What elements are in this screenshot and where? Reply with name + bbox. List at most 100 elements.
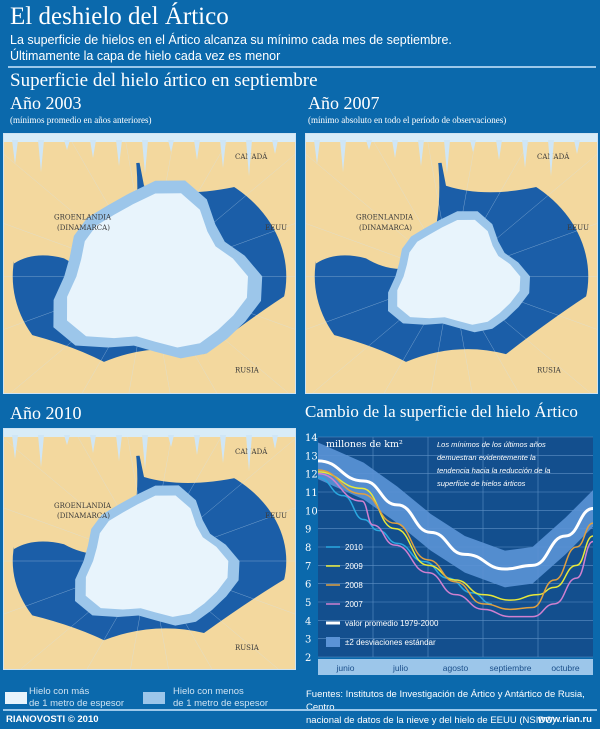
icicle xyxy=(418,140,424,166)
label-greenland-note: (DINAMARCA) xyxy=(57,224,110,232)
thin-ice-label-2: de 1 metro de espesor xyxy=(173,698,269,709)
label-canada: CANADÁ xyxy=(235,152,268,161)
series-line-2008 xyxy=(317,469,594,611)
chart-annotation: tendencia hacia la reducción de la xyxy=(437,466,550,475)
icicle xyxy=(142,435,148,469)
icicle xyxy=(116,435,122,461)
series-line-2007 xyxy=(317,472,594,618)
thick-ice-swatch xyxy=(5,692,27,704)
label-canada: CANADÁ xyxy=(537,152,570,161)
label-usa: EEUU xyxy=(567,224,589,232)
series-line-2010 xyxy=(317,476,492,605)
footer-divider xyxy=(3,709,597,711)
greenland xyxy=(316,144,440,269)
y-tick-label: 13 xyxy=(305,451,318,462)
legend-label: 2010 xyxy=(345,543,363,552)
maps-section-title: Superficie del hielo ártico en septiembr… xyxy=(10,70,318,91)
ice-border xyxy=(4,134,295,142)
site-url: www.rian.ru xyxy=(537,714,592,725)
label-greenland-note: (DINAMARCA) xyxy=(57,512,110,520)
y-tick-label: 12 xyxy=(305,470,318,481)
legend-label: ±2 desviaciones estándar xyxy=(345,638,436,647)
icicle xyxy=(392,140,398,158)
icicle xyxy=(194,435,200,455)
russia xyxy=(306,289,597,393)
label-greenland-note: (DINAMARCA) xyxy=(359,224,412,232)
subtitle-line-2: Últimamente la capa de hielo cada vez es… xyxy=(10,49,281,63)
y-tick-label: 11 xyxy=(305,488,318,499)
y-tick-label: 10 xyxy=(305,506,318,517)
x-tick-label: agosto xyxy=(443,663,469,673)
x-tick-label: octubre xyxy=(551,663,580,673)
label-greenland: GROENLANDIA xyxy=(356,213,414,221)
icicle xyxy=(12,140,18,164)
icicle xyxy=(90,435,96,453)
thin-ice-swatch xyxy=(143,692,165,704)
icicle xyxy=(246,140,252,176)
legend-label: 2008 xyxy=(345,581,363,590)
y-tick-label: 4 xyxy=(305,616,311,627)
icicle xyxy=(168,140,174,152)
label-greenland: GROENLANDIA xyxy=(54,502,112,510)
subtitle-line-1: La superficie de hielos en el Ártico alc… xyxy=(10,33,452,47)
icicle xyxy=(272,435,278,449)
icicle xyxy=(64,140,70,150)
series-line-valor-promedio-1979-2000 xyxy=(317,459,594,571)
icicle xyxy=(90,140,96,158)
russia xyxy=(4,573,295,669)
label-russia: RUSIA xyxy=(537,366,562,374)
y-tick-label: 5 xyxy=(305,598,311,609)
icicle xyxy=(366,140,372,150)
y-tick-label: 14 xyxy=(305,433,318,444)
x-tick-label: julio xyxy=(392,663,408,673)
series-line-2009 xyxy=(317,471,594,601)
icicle xyxy=(246,435,252,471)
icicle xyxy=(142,140,148,174)
icicle xyxy=(574,140,580,154)
map-year-2007: Año 2007 xyxy=(308,93,380,113)
map-2003: GROENLANDIA (DINAMARCA) CANADÁ EEUU RUSIA xyxy=(3,133,296,394)
sources-line-1: Fuentes: Institutos de Investigación de … xyxy=(306,689,585,713)
icicle xyxy=(548,140,554,176)
y-tick-label: 8 xyxy=(305,543,311,554)
icicle xyxy=(220,140,226,168)
icicle xyxy=(272,140,278,154)
label-russia: RUSIA xyxy=(235,366,260,374)
canada xyxy=(134,134,295,238)
icicle xyxy=(314,140,320,164)
map-year-2003: Año 2003 xyxy=(10,93,82,113)
label-russia: RUSIA xyxy=(235,644,260,652)
label-canada: CANADÁ xyxy=(235,447,268,456)
chart-title: Cambio de la superficie del hielo Ártico xyxy=(305,402,578,421)
arctic-map: GROENLANDIA (DINAMARCA) CANADÁ EEUU RUSIA xyxy=(4,134,295,393)
page-title: El deshielo del Ártico xyxy=(10,3,229,30)
icicle xyxy=(496,140,502,160)
icicle xyxy=(194,140,200,160)
chart-annotation: superficie de hielos árticos xyxy=(437,479,526,488)
map-2010: GROENLANDIA (DINAMARCA) CANADÁ EEUU RUSIA xyxy=(3,428,296,670)
icicle xyxy=(64,435,70,445)
icicle xyxy=(220,435,226,463)
icicle xyxy=(38,140,44,172)
brand-logo: RIANOVOSTI © 2010 xyxy=(6,714,99,725)
thick-ice-label-2: de 1 metro de espesor xyxy=(29,698,125,709)
map-2007: GROENLANDIA (DINAMARCA) CANADÁ EEUU RUSIA xyxy=(305,133,598,394)
icicle xyxy=(470,140,476,152)
thin-ice-label-1: Hielo con menos xyxy=(173,686,244,697)
map-note-2003: (mínimos promedio en años anteriores) xyxy=(10,115,152,125)
russia xyxy=(4,289,295,393)
label-usa: EEUU xyxy=(265,224,287,232)
thick-ice-label-1: Hielo con más xyxy=(29,686,90,697)
arctic-map: GROENLANDIA (DINAMARCA) CANADÁ EEUU RUSIA xyxy=(4,429,295,669)
icicle xyxy=(522,140,528,168)
canada xyxy=(134,429,295,525)
legend-swatch-band xyxy=(326,637,340,647)
y-tick-label: 6 xyxy=(305,580,311,591)
y-tick-label: 3 xyxy=(305,635,311,646)
icicle xyxy=(340,140,346,172)
icicle xyxy=(12,435,18,459)
icicle xyxy=(38,435,44,467)
icicle xyxy=(116,140,122,166)
legend-label: 2009 xyxy=(345,562,363,571)
std-deviation-band xyxy=(318,442,593,588)
